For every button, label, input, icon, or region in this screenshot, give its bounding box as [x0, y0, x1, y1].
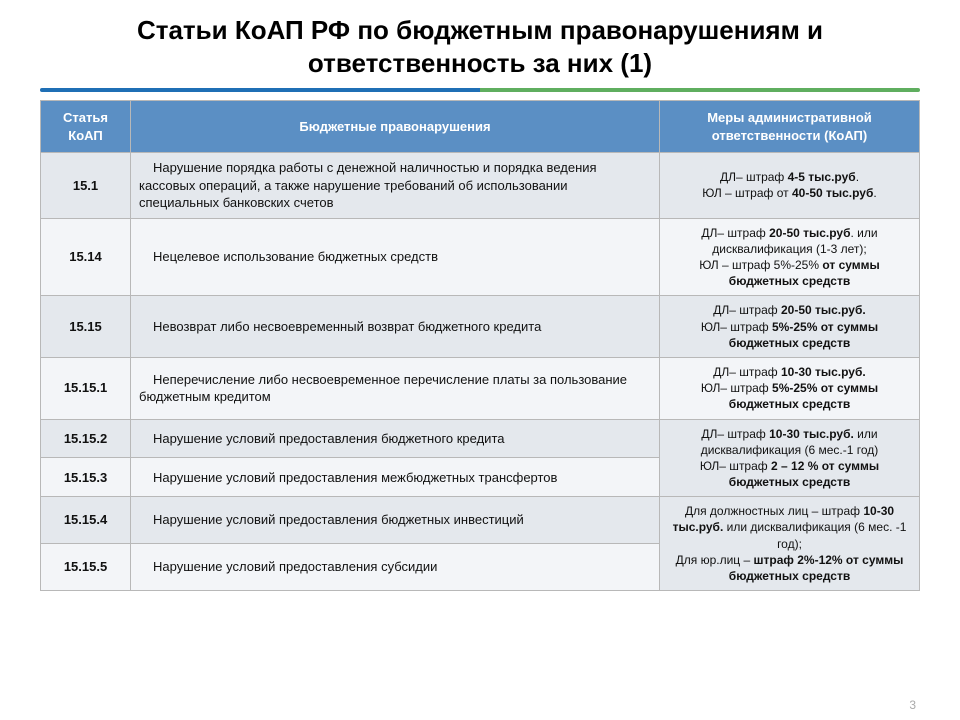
cell-article: 15.15.3 — [41, 458, 131, 497]
col-article-header: Статья КоАП — [41, 101, 131, 153]
cell-violation: Нецелевое использование бюджетных средст… — [131, 218, 660, 296]
cell-violation: Нарушение условий предоставления бюджетн… — [131, 497, 660, 544]
table-header-row: Статья КоАП Бюджетные правонарушения Мер… — [41, 101, 920, 153]
table-row: 15.15.2Нарушение условий предоставления … — [41, 419, 920, 458]
cell-violation: Нарушение условий предоставления бюджетн… — [131, 419, 660, 458]
page-title: Статьи КоАП РФ по бюджетным правонарушен… — [0, 14, 960, 79]
cell-violation: Невозврат либо несвоевременный возврат б… — [131, 296, 660, 358]
table-row: 15.1Нарушение порядка работы с денежной … — [41, 153, 920, 219]
cell-penalty: ДЛ– штраф 4-5 тыс.руб.ЮЛ – штраф от 40-5… — [660, 153, 920, 219]
page-number: 3 — [909, 698, 916, 712]
cell-article: 15.15 — [41, 296, 131, 358]
table-body: 15.1Нарушение порядка работы с денежной … — [41, 153, 920, 591]
violations-table: Статья КоАП Бюджетные правонарушения Мер… — [40, 100, 920, 591]
cell-article: 15.1 — [41, 153, 131, 219]
cell-article: 15.15.2 — [41, 419, 131, 458]
cell-article: 15.15.1 — [41, 357, 131, 419]
table-row: 15.15Невозврат либо несвоевременный возв… — [41, 296, 920, 358]
cell-penalty: ДЛ– штраф 20-50 тыс.руб.ЮЛ– штраф 5%-25%… — [660, 296, 920, 358]
col-violation-header: Бюджетные правонарушения — [131, 101, 660, 153]
cell-penalty: ДЛ– штраф 20-50 тыс.руб. или дисквалифик… — [660, 218, 920, 296]
cell-violation: Нарушение порядка работы с денежной нали… — [131, 153, 660, 219]
table-container: Статья КоАП Бюджетные правонарушения Мер… — [40, 100, 920, 704]
accent-bar — [40, 88, 920, 92]
cell-violation: Неперечисление либо несвоевременное пере… — [131, 357, 660, 419]
cell-penalty: ДЛ– штраф 10-30 тыс.руб. или дисквалифик… — [660, 419, 920, 497]
cell-article: 15.15.4 — [41, 497, 131, 544]
cell-article: 15.14 — [41, 218, 131, 296]
cell-penalty: ДЛ– штраф 10-30 тыс.руб.ЮЛ– штраф 5%-25%… — [660, 357, 920, 419]
cell-violation: Нарушение условий предоставления субсиди… — [131, 544, 660, 591]
title-line-1: Статьи КоАП РФ по бюджетным правонарушен… — [137, 15, 823, 45]
title-line-2: ответственность за них (1) — [308, 48, 652, 78]
table-row: 15.15.1Неперечисление либо несвоевременн… — [41, 357, 920, 419]
cell-violation: Нарушение условий предоставления межбюдж… — [131, 458, 660, 497]
table-row: 15.14Нецелевое использование бюджетных с… — [41, 218, 920, 296]
table-row: 15.15.4Нарушение условий предоставления … — [41, 497, 920, 544]
col-penalty-header: Меры административной ответственности (К… — [660, 101, 920, 153]
cell-article: 15.15.5 — [41, 544, 131, 591]
cell-penalty: Для должностных лиц – штраф 10-30 тыс.ру… — [660, 497, 920, 591]
